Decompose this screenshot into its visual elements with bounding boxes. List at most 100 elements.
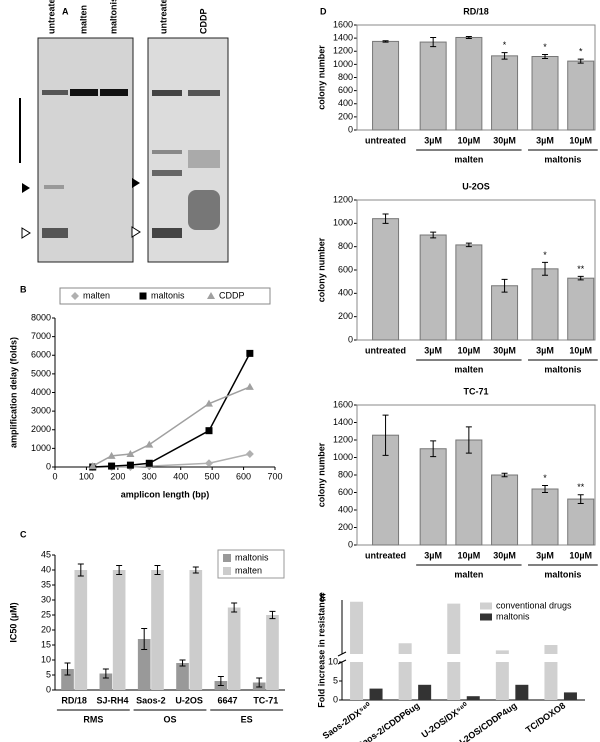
x-tick-label: 200 (110, 471, 125, 481)
x-tick-label: 30µM (493, 550, 516, 560)
error-bar (501, 278, 508, 293)
point (245, 382, 254, 390)
bar (563, 692, 577, 700)
group-label: RMS (83, 714, 103, 724)
y-tick-label: 1600 (333, 399, 353, 409)
bar (567, 277, 595, 341)
x-tick-label: 6647 (217, 695, 237, 705)
bar (515, 684, 529, 700)
panel-letter: D (320, 6, 327, 16)
significance: ** (577, 482, 585, 492)
x-tick-label: 10µM (458, 345, 481, 355)
gel-right (147, 37, 229, 263)
error-bar (501, 52, 508, 60)
x-tick-label: 700 (267, 471, 282, 481)
x-tick-label: 3µM (536, 345, 554, 355)
point (145, 440, 154, 448)
error-bar (465, 35, 472, 39)
bar (455, 439, 483, 546)
y-tick-label: 1000 (31, 443, 51, 453)
y-tick-label: 5000 (31, 368, 51, 378)
arrowhead (132, 178, 140, 188)
axes (54, 318, 275, 468)
panel-letter: A (62, 6, 69, 16)
lane-label: maltonis (108, 0, 118, 34)
error-bar (382, 414, 389, 456)
lane-label: untreated (158, 0, 168, 34)
bar (491, 55, 519, 131)
y-tick-label: 1000 (333, 59, 353, 69)
series-line (92, 353, 251, 468)
x-tick-label: untreated (365, 135, 406, 145)
error-bar (269, 610, 276, 620)
error-bar (430, 440, 437, 458)
x-axis-label: amplicon length (bp) (121, 489, 210, 499)
x-tick-label: untreated (365, 345, 406, 355)
x-tick-label: 300 (142, 471, 157, 481)
error-bar (465, 242, 472, 248)
significance: ** (577, 264, 585, 274)
y-tick-label: 5 (46, 669, 51, 679)
x-tick-label: 3µM (536, 135, 554, 145)
x-tick-label: RD/18 (61, 695, 87, 705)
y-tick-label: 0 (46, 684, 51, 694)
error-bar (141, 628, 148, 650)
bar (99, 673, 113, 690)
point (88, 462, 97, 470)
y-axis-label: Fold increase in resistance (316, 592, 326, 708)
x-tick-label: 3µM (536, 550, 554, 560)
error-bar (542, 485, 549, 493)
y-tick-label: 1600 (333, 19, 353, 29)
y-tick-label: 600 (338, 487, 353, 497)
bar (491, 285, 519, 341)
error-bar (217, 676, 224, 686)
x-tick-label: TC/DOXO8 (524, 700, 567, 735)
error-bar (77, 563, 84, 577)
error-bar (382, 40, 389, 43)
bar (531, 56, 559, 131)
y-tick-label: 1000 (333, 218, 353, 228)
point (108, 462, 116, 470)
legend-label: maltonis (151, 290, 185, 300)
y-tick-label: 10 (328, 656, 338, 666)
error-bar (256, 677, 263, 688)
bar (419, 41, 447, 131)
bar (369, 688, 383, 700)
bar (189, 570, 203, 690)
error-bar (192, 566, 199, 574)
legend-box (59, 287, 271, 305)
y-tick-label: 30 (41, 594, 51, 604)
point (126, 461, 134, 469)
y-tick-label: 800 (338, 72, 353, 82)
x-tick-label: 10µM (569, 345, 592, 355)
error-bar (102, 668, 109, 679)
y-tick-label: 6000 (31, 350, 51, 360)
bar (350, 601, 364, 700)
x-tick-label: 30µM (493, 135, 516, 145)
error-bar (154, 565, 161, 575)
x-tick-label: TC-71 (253, 695, 278, 705)
point (107, 451, 116, 459)
y-tick-label: 400 (338, 98, 353, 108)
chart-title: RD/18 (463, 6, 489, 16)
bar (531, 488, 559, 546)
y-tick-label: 400 (338, 504, 353, 514)
y-tick-label: 5 (333, 675, 338, 685)
x-tick-label: 3µM (424, 550, 442, 560)
y-tick-label: 35 (41, 579, 51, 589)
significance: * (543, 250, 547, 260)
y-tick-label: 0 (333, 694, 338, 704)
y-tick-label: 10 (41, 654, 51, 664)
error-bar (577, 58, 584, 64)
group-label: malten (454, 364, 483, 374)
error-bar (577, 275, 584, 281)
y-tick-label: 1400 (333, 33, 353, 43)
panel-letter: C (20, 529, 27, 539)
error-bar (430, 231, 437, 239)
x-tick-label: 30µM (493, 345, 516, 355)
lane-label: CDDP (198, 8, 208, 34)
legend-label: malten (235, 565, 262, 575)
group-label: malten (454, 569, 483, 579)
y-tick-label: 2000 (31, 424, 51, 434)
